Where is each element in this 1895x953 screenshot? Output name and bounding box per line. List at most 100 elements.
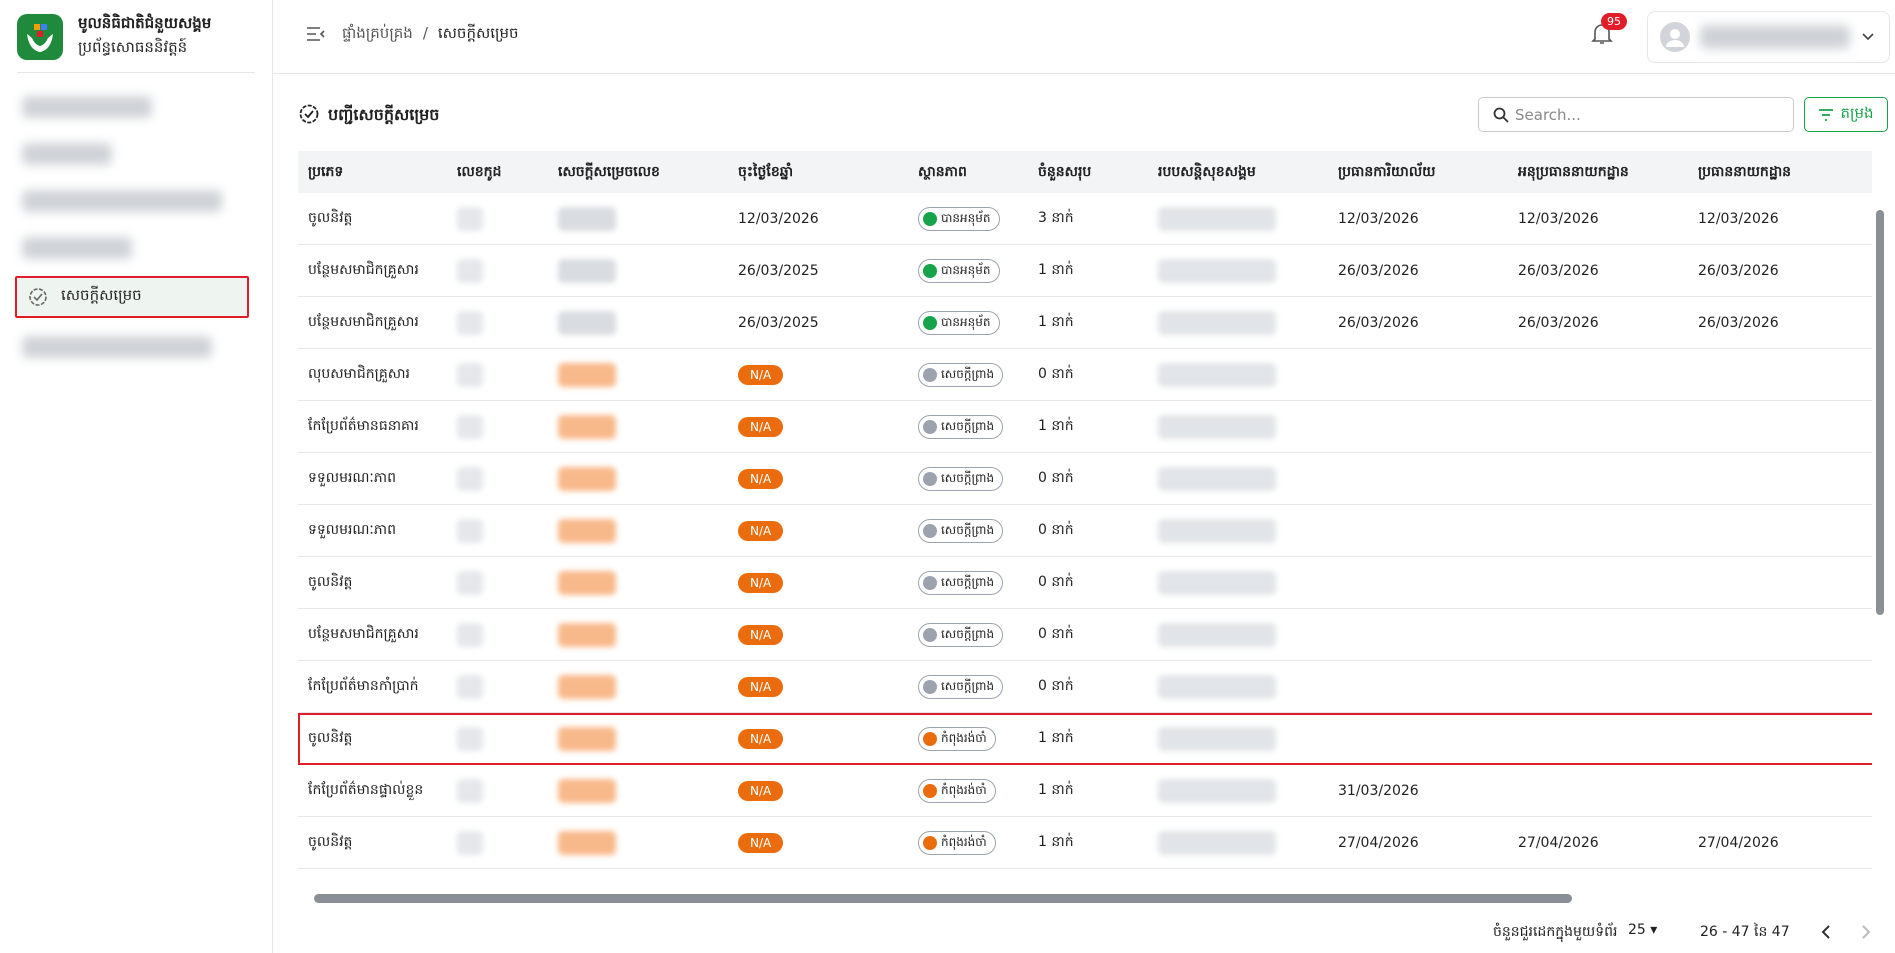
- table-row[interactable]: ចូលនិវត្ត N/A សេចក្តីព្រាង 0 នាក់: [298, 557, 1872, 609]
- type: ទទួលមរណៈភាព: [308, 470, 397, 486]
- number-cell: [558, 505, 616, 556]
- blurred-number: [558, 674, 616, 699]
- number-cell: [558, 661, 616, 712]
- sidebar: មូលនិធិជាតិជំនួយសង្គម ប្រព័ន្ធសោធននិវត្ត…: [0, 0, 273, 953]
- prev-page[interactable]: [1820, 924, 1832, 940]
- regime-cell: [1158, 193, 1276, 244]
- status-cell: កំពុងរង់ចាំ: [918, 713, 996, 764]
- blurred-nav: [22, 190, 222, 212]
- user-menu[interactable]: [1647, 11, 1890, 63]
- type: ចូលនិវត្ត: [308, 834, 353, 850]
- table-row[interactable]: ចូលនិវត្ត N/A កំពុងរង់ចាំ 1 នាក់ 27/04/2026 2…: [298, 817, 1872, 869]
- brand-name: មូលនិធិជាតិជំនួយសង្គម: [78, 14, 212, 32]
- status-dot: [923, 835, 937, 850]
- blurred-code: [457, 778, 483, 803]
- status-label: សេចក្តីព្រាង: [941, 574, 995, 589]
- code-cell: [457, 193, 483, 244]
- status-badge: បានអនុម័ត: [918, 206, 1000, 231]
- column-header: សេចក្តីសម្រេចលេខ: [558, 151, 660, 193]
- type-cell: ទទួលមរណៈភាព: [308, 505, 396, 556]
- status-dot: [923, 367, 937, 382]
- status-dot: [923, 731, 937, 746]
- type: កែប្រែព័ត៌មានកាំប្រាក់: [308, 678, 419, 694]
- type: ចូលនិវត្ត: [308, 730, 353, 746]
- table-row[interactable]: ចូលនិវត្ត 12/03/2026 បានអនុម័ត 3 នាក់ 12/03/…: [298, 193, 1872, 245]
- office-head-cell: 26/03/2026: [1338, 245, 1419, 296]
- table-row[interactable]: ចូលនិវត្ត N/A កំពុងរង់ចាំ 1 នាក់: [298, 713, 1872, 765]
- type: លុបសមាជិកគ្រួសារ: [308, 366, 410, 382]
- rows-per-page-select[interactable]: 25 ▾: [1628, 922, 1658, 938]
- deputy-director-cell: 12/03/2026: [1518, 193, 1599, 244]
- breadcrumb: ផ្ទាំងគ្រប់គ្រង / សេចក្តីសម្រេច: [342, 24, 519, 46]
- code-cell: [457, 453, 483, 504]
- table-row[interactable]: កែប្រែព័ត៌មានផ្ទាល់ខ្លួន N/A កំពុងរង់ចាំ 1 …: [298, 765, 1872, 817]
- type-cell: ចូលនិវត្ត: [308, 193, 352, 244]
- table-row[interactable]: បន្ថែមសមាជិកគ្រួសារ N/A សេចក្តីព្រាង 0 នាក់: [298, 609, 1872, 661]
- blurred-number: [558, 414, 616, 439]
- type-cell: ទទួលមរណៈភាព: [308, 453, 396, 504]
- deputy-director: 26/03/2026: [1518, 314, 1599, 331]
- status-label: សេចក្តីព្រាង: [941, 366, 995, 381]
- table-row[interactable]: បន្ថែមសមាជិកគ្រួសារ 26/03/2025 បានអនុម័ត 1 …: [298, 297, 1872, 349]
- total: 0 នាក់: [1038, 522, 1074, 538]
- table-row[interactable]: ទទួលមរណៈភាព N/A សេចក្តីព្រាង 0 នាក់: [298, 505, 1872, 557]
- menu-toggle[interactable]: [306, 26, 326, 42]
- blurred-username: [1700, 25, 1850, 49]
- number-cell: [558, 453, 616, 504]
- regime-cell: [1158, 557, 1276, 608]
- date: N/A: [738, 572, 784, 593]
- total: 0 នាក់: [1038, 574, 1074, 590]
- deputy-director: 12/03/2026: [1518, 210, 1599, 227]
- number-cell: [558, 245, 616, 296]
- code-cell: [457, 401, 483, 452]
- number-cell: [558, 817, 616, 868]
- table-row[interactable]: កែប្រែព័ត៌មានធនាគារ N/A សេចក្តីព្រាង 1 នាក់: [298, 401, 1872, 453]
- nav-item-active[interactable]: សេចក្តីសម្រេច: [15, 276, 249, 318]
- search-placeholder: Search...: [1515, 105, 1581, 124]
- table-row[interactable]: កែប្រែព័ត៌មានកាំប្រាក់ N/A សេចក្តីព្រាង 0 ន…: [298, 661, 1872, 713]
- table-row[interactable]: បន្ថែមសមាជិកគ្រួសារ 26/03/2025 បានអនុម័ត 1 …: [298, 245, 1872, 297]
- blurred-code: [457, 570, 483, 595]
- status-dot: [923, 627, 937, 642]
- page-title: បញ្ជីសេចក្តីសម្រេច: [328, 105, 440, 124]
- status-label: កំពុងរង់ចាំ: [941, 782, 987, 797]
- rows-per-page-label: ចំនួនជួរដេកក្នុងមួយទំព័រ: [1493, 924, 1618, 940]
- office-head-cell: 26/03/2026: [1338, 297, 1419, 348]
- type-cell: ចូលនិវត្ត: [308, 557, 352, 608]
- topbar: [273, 0, 1895, 74]
- number-cell: [558, 349, 616, 400]
- type: កែប្រែព័ត៌មានធនាគារ: [308, 418, 419, 434]
- blurred-regime: [1158, 622, 1276, 647]
- date-cell: 26/03/2025: [738, 245, 819, 296]
- horizontal-scrollbar[interactable]: [314, 894, 1572, 903]
- regime-cell: [1158, 817, 1276, 868]
- header-text: លេខកូដ: [457, 163, 502, 180]
- blurred-nav: [22, 237, 132, 259]
- blurred-code: [457, 258, 483, 283]
- deputy-director-cell: 26/03/2026: [1518, 297, 1599, 348]
- total-cell: 0 នាក់: [1038, 609, 1074, 660]
- director-cell: 12/03/2026: [1698, 193, 1779, 244]
- table-row[interactable]: លុបសមាជិកគ្រួសារ N/A សេចក្តីព្រាង 0 នាក់: [298, 349, 1872, 401]
- status-cell: កំពុងរង់ចាំ: [918, 817, 996, 868]
- search-input[interactable]: Search...: [1478, 97, 1794, 132]
- column-header: ស្ថានភាព: [918, 151, 967, 193]
- vertical-scrollbar[interactable]: [1876, 210, 1884, 615]
- table-row[interactable]: ទទួលមរណៈភាព N/A សេចក្តីព្រាង 0 នាក់: [298, 453, 1872, 505]
- total: 0 នាក់: [1038, 626, 1074, 642]
- regime-cell: [1158, 297, 1276, 348]
- filter-button[interactable]: តម្រង: [1804, 97, 1888, 132]
- type-cell: បន្ថែមសមាជិកគ្រួសារ: [308, 609, 419, 660]
- breadcrumb-link[interactable]: ផ្ទាំងគ្រប់គ្រង: [342, 24, 413, 42]
- director: 27/04/2026: [1698, 834, 1779, 851]
- blurred-number: [558, 206, 616, 231]
- column-header: លេខកូដ: [457, 151, 501, 193]
- column-header: របបសន្តិសុខសង្គម: [1158, 151, 1256, 193]
- blurred-regime: [1158, 570, 1276, 595]
- status-label: បានអនុម័ត: [941, 314, 991, 329]
- director: 26/03/2026: [1698, 262, 1779, 279]
- deputy-director: 27/04/2026: [1518, 834, 1599, 851]
- status-dot: [923, 211, 937, 226]
- next-page[interactable]: [1860, 924, 1872, 940]
